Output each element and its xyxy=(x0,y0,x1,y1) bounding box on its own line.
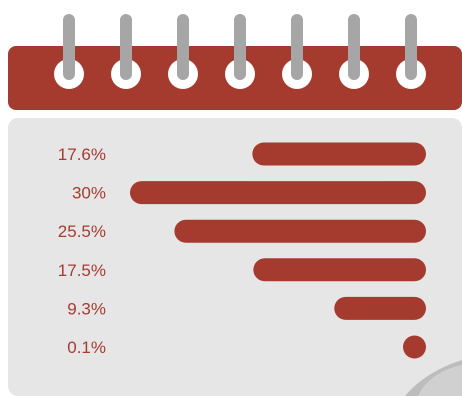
bar-value-label: 9.3% xyxy=(67,299,106,318)
bar-value-label: 25.5% xyxy=(58,222,106,241)
bar xyxy=(130,181,426,204)
bar xyxy=(253,258,426,281)
bar-value-label: 17.6% xyxy=(58,145,106,164)
bar-value-label: 0.1% xyxy=(67,338,106,357)
bar xyxy=(174,220,426,243)
bar-value-label: 17.5% xyxy=(58,261,106,280)
bar xyxy=(403,336,426,359)
bar xyxy=(334,297,426,320)
bar-value-label: 30% xyxy=(72,184,106,203)
bar xyxy=(252,143,426,166)
